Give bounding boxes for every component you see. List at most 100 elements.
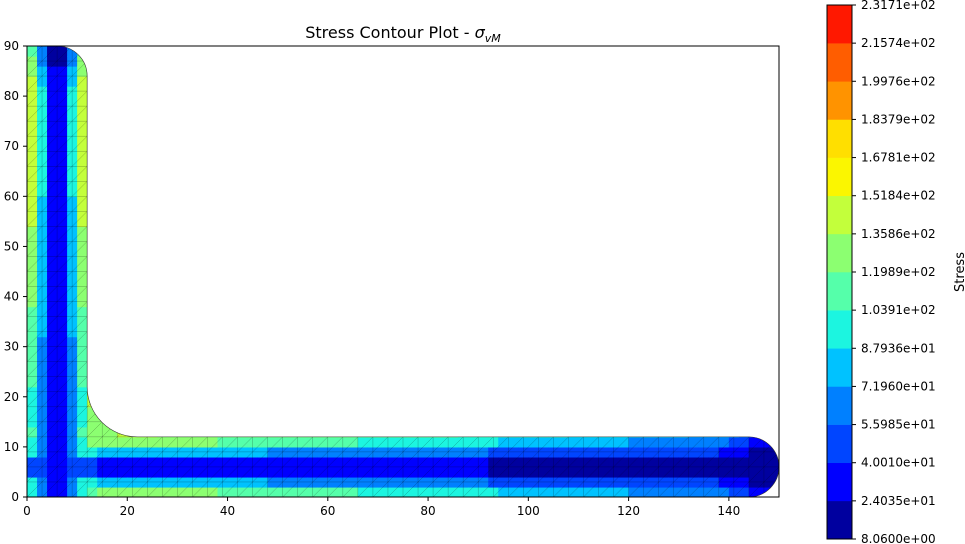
contour-cell xyxy=(418,446,429,458)
contour-cell xyxy=(307,446,319,458)
contour-cell xyxy=(488,426,499,438)
contour-cell xyxy=(488,486,499,497)
y-tick-label: 80 xyxy=(4,89,19,103)
contour-cell xyxy=(247,466,259,478)
contour-cell xyxy=(37,296,48,308)
contour-cell xyxy=(197,436,209,448)
contour-cell xyxy=(67,266,78,278)
contour-cell xyxy=(588,436,600,448)
contour-cell xyxy=(107,466,118,478)
contour-cell xyxy=(177,476,189,488)
contour-cell xyxy=(227,456,239,468)
contour-cell xyxy=(77,286,88,298)
contour-cell xyxy=(448,486,459,497)
y-tick-label: 90 xyxy=(4,39,19,53)
contour-cell xyxy=(77,376,88,388)
x-tick-label: 120 xyxy=(617,504,640,518)
contour-cell xyxy=(628,456,640,468)
contour-cell xyxy=(768,446,779,458)
contour-cell xyxy=(87,166,98,177)
contour-cell xyxy=(67,486,78,497)
contour-cell xyxy=(458,486,469,497)
contour-cell xyxy=(27,126,38,137)
contour-cell xyxy=(177,426,189,438)
contour-cell xyxy=(27,296,38,308)
contour-cell xyxy=(67,176,78,187)
contour-cell xyxy=(448,476,459,488)
contour-cell xyxy=(518,426,529,438)
contour-cell xyxy=(588,456,600,468)
contour-cell xyxy=(708,446,720,458)
contour-cell xyxy=(77,366,88,378)
contour-cell xyxy=(438,466,449,478)
chart-title-symbol: σ xyxy=(475,23,486,42)
contour-cell xyxy=(518,466,529,478)
contour-cell xyxy=(27,446,38,458)
contour-cell xyxy=(377,456,389,468)
contour-cell xyxy=(37,206,48,217)
contour-cell xyxy=(267,436,279,448)
contour-cell xyxy=(47,446,58,458)
contour-cell xyxy=(107,456,118,468)
contour-cell xyxy=(127,406,138,418)
colorbar-segment xyxy=(827,233,852,273)
contour-cell xyxy=(37,476,48,488)
contour-cell xyxy=(87,206,98,217)
contour-cell xyxy=(57,406,68,418)
contour-cell xyxy=(87,76,98,87)
contour-cell xyxy=(628,426,640,438)
y-tick-label: 40 xyxy=(4,290,19,304)
contour-cell xyxy=(397,436,409,448)
contour-cell xyxy=(478,446,489,458)
colorbar: 8.0600e+00 2.4035e+01 4.0010e+01 5.5985e+01… xyxy=(826,0,936,544)
contour-cell xyxy=(237,456,249,468)
contour-cell xyxy=(27,466,38,478)
contour-cell xyxy=(47,166,58,177)
contour-cell xyxy=(67,336,78,348)
part-outline xyxy=(26,45,780,498)
contour-cell xyxy=(57,146,68,157)
contour-cell xyxy=(47,56,58,67)
contour-cell xyxy=(57,116,68,127)
contour-cell xyxy=(267,476,279,488)
contour-cell xyxy=(57,196,68,207)
contour-cell xyxy=(768,466,779,478)
contour-cell xyxy=(698,456,710,468)
contour-cell xyxy=(37,46,48,57)
contour-cell xyxy=(568,486,580,497)
contour-cell xyxy=(87,446,98,458)
contour-cell xyxy=(57,106,68,117)
contour-cell xyxy=(337,436,349,448)
contour-cell xyxy=(77,446,88,458)
contour-cell xyxy=(568,436,580,448)
contour-cell xyxy=(227,446,239,458)
contour-cell xyxy=(668,456,680,468)
contour-cell xyxy=(528,466,539,478)
contour-cell xyxy=(27,216,38,227)
contour-cell xyxy=(67,346,78,358)
contour-cell xyxy=(548,436,560,448)
contour-cell xyxy=(77,456,88,468)
contour-cell xyxy=(578,476,590,488)
contour-cell xyxy=(67,106,78,117)
contour-cell xyxy=(37,156,48,167)
contour-cell xyxy=(127,376,138,388)
contour-cell xyxy=(87,246,98,258)
contour-cell xyxy=(478,476,489,488)
contour-cell xyxy=(57,266,68,278)
contour-cell xyxy=(317,486,329,497)
contour-cell xyxy=(67,206,78,217)
contour-cell xyxy=(37,256,48,268)
colorbar-segment xyxy=(827,157,852,197)
contour-cell xyxy=(688,486,700,497)
contour-cell xyxy=(438,456,449,468)
contour-cell xyxy=(387,466,399,478)
contour-cell xyxy=(27,286,38,298)
contour-cell xyxy=(638,456,650,468)
contour-cell xyxy=(698,466,710,478)
contour-cell xyxy=(528,456,539,468)
contour-cell xyxy=(57,96,68,107)
contour-cell xyxy=(357,456,369,468)
contour-cell xyxy=(588,426,600,438)
